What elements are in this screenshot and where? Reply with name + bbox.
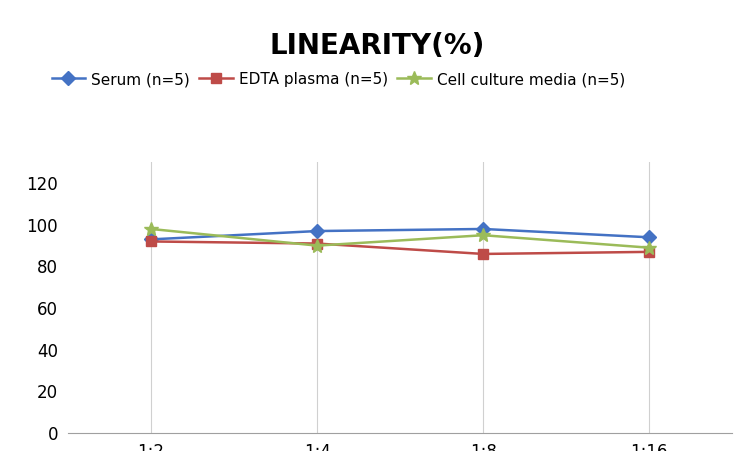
Cell culture media (n=5) bbox=[479, 233, 488, 238]
Cell culture media (n=5) bbox=[146, 226, 156, 232]
EDTA plasma (n=5) bbox=[146, 239, 156, 244]
Cell culture media (n=5) bbox=[313, 243, 322, 249]
Serum (n=5) bbox=[479, 226, 488, 232]
Text: LINEARITY(%): LINEARITY(%) bbox=[270, 32, 485, 60]
Serum (n=5) bbox=[645, 235, 654, 240]
Serum (n=5) bbox=[313, 228, 322, 234]
EDTA plasma (n=5) bbox=[479, 251, 488, 257]
Cell culture media (n=5) bbox=[645, 245, 654, 250]
EDTA plasma (n=5) bbox=[313, 241, 322, 246]
Line: Serum (n=5): Serum (n=5) bbox=[146, 224, 654, 244]
Legend: Serum (n=5), EDTA plasma (n=5), Cell culture media (n=5): Serum (n=5), EDTA plasma (n=5), Cell cul… bbox=[45, 66, 631, 93]
Serum (n=5) bbox=[146, 237, 156, 242]
Line: EDTA plasma (n=5): EDTA plasma (n=5) bbox=[146, 237, 654, 259]
EDTA plasma (n=5) bbox=[645, 249, 654, 254]
Line: Cell culture media (n=5): Cell culture media (n=5) bbox=[144, 222, 656, 255]
